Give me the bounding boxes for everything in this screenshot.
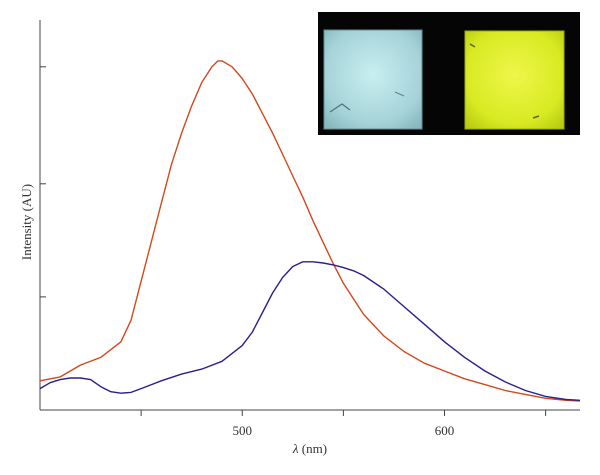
yellow-sample-speck <box>469 43 476 48</box>
x-ticks: 500 600 <box>140 410 547 438</box>
y-axis-label: Intensity (AU) <box>19 184 34 260</box>
x-axis-symbol: λ <box>292 441 299 456</box>
cyan-sample <box>323 29 423 130</box>
x-tick-label: 500 <box>232 423 252 438</box>
series-line-0 <box>39 60 581 402</box>
series-lines <box>39 60 581 402</box>
yellow-sample <box>464 30 565 130</box>
cyan-sample-crack <box>329 103 351 113</box>
series-line-1 <box>39 261 581 401</box>
yellow-sample-speck <box>532 115 540 119</box>
y-ticks <box>40 66 46 298</box>
x-axis-unit: (nm) <box>299 441 328 456</box>
yellow-sample-square <box>464 30 565 130</box>
inset-photo <box>318 12 580 135</box>
cyan-sample-crack <box>394 91 405 97</box>
x-axis-label: λ (nm) <box>292 441 327 456</box>
x-tick-label: 600 <box>435 423 455 438</box>
axes <box>39 20 580 411</box>
cyan-sample-square <box>323 29 423 130</box>
